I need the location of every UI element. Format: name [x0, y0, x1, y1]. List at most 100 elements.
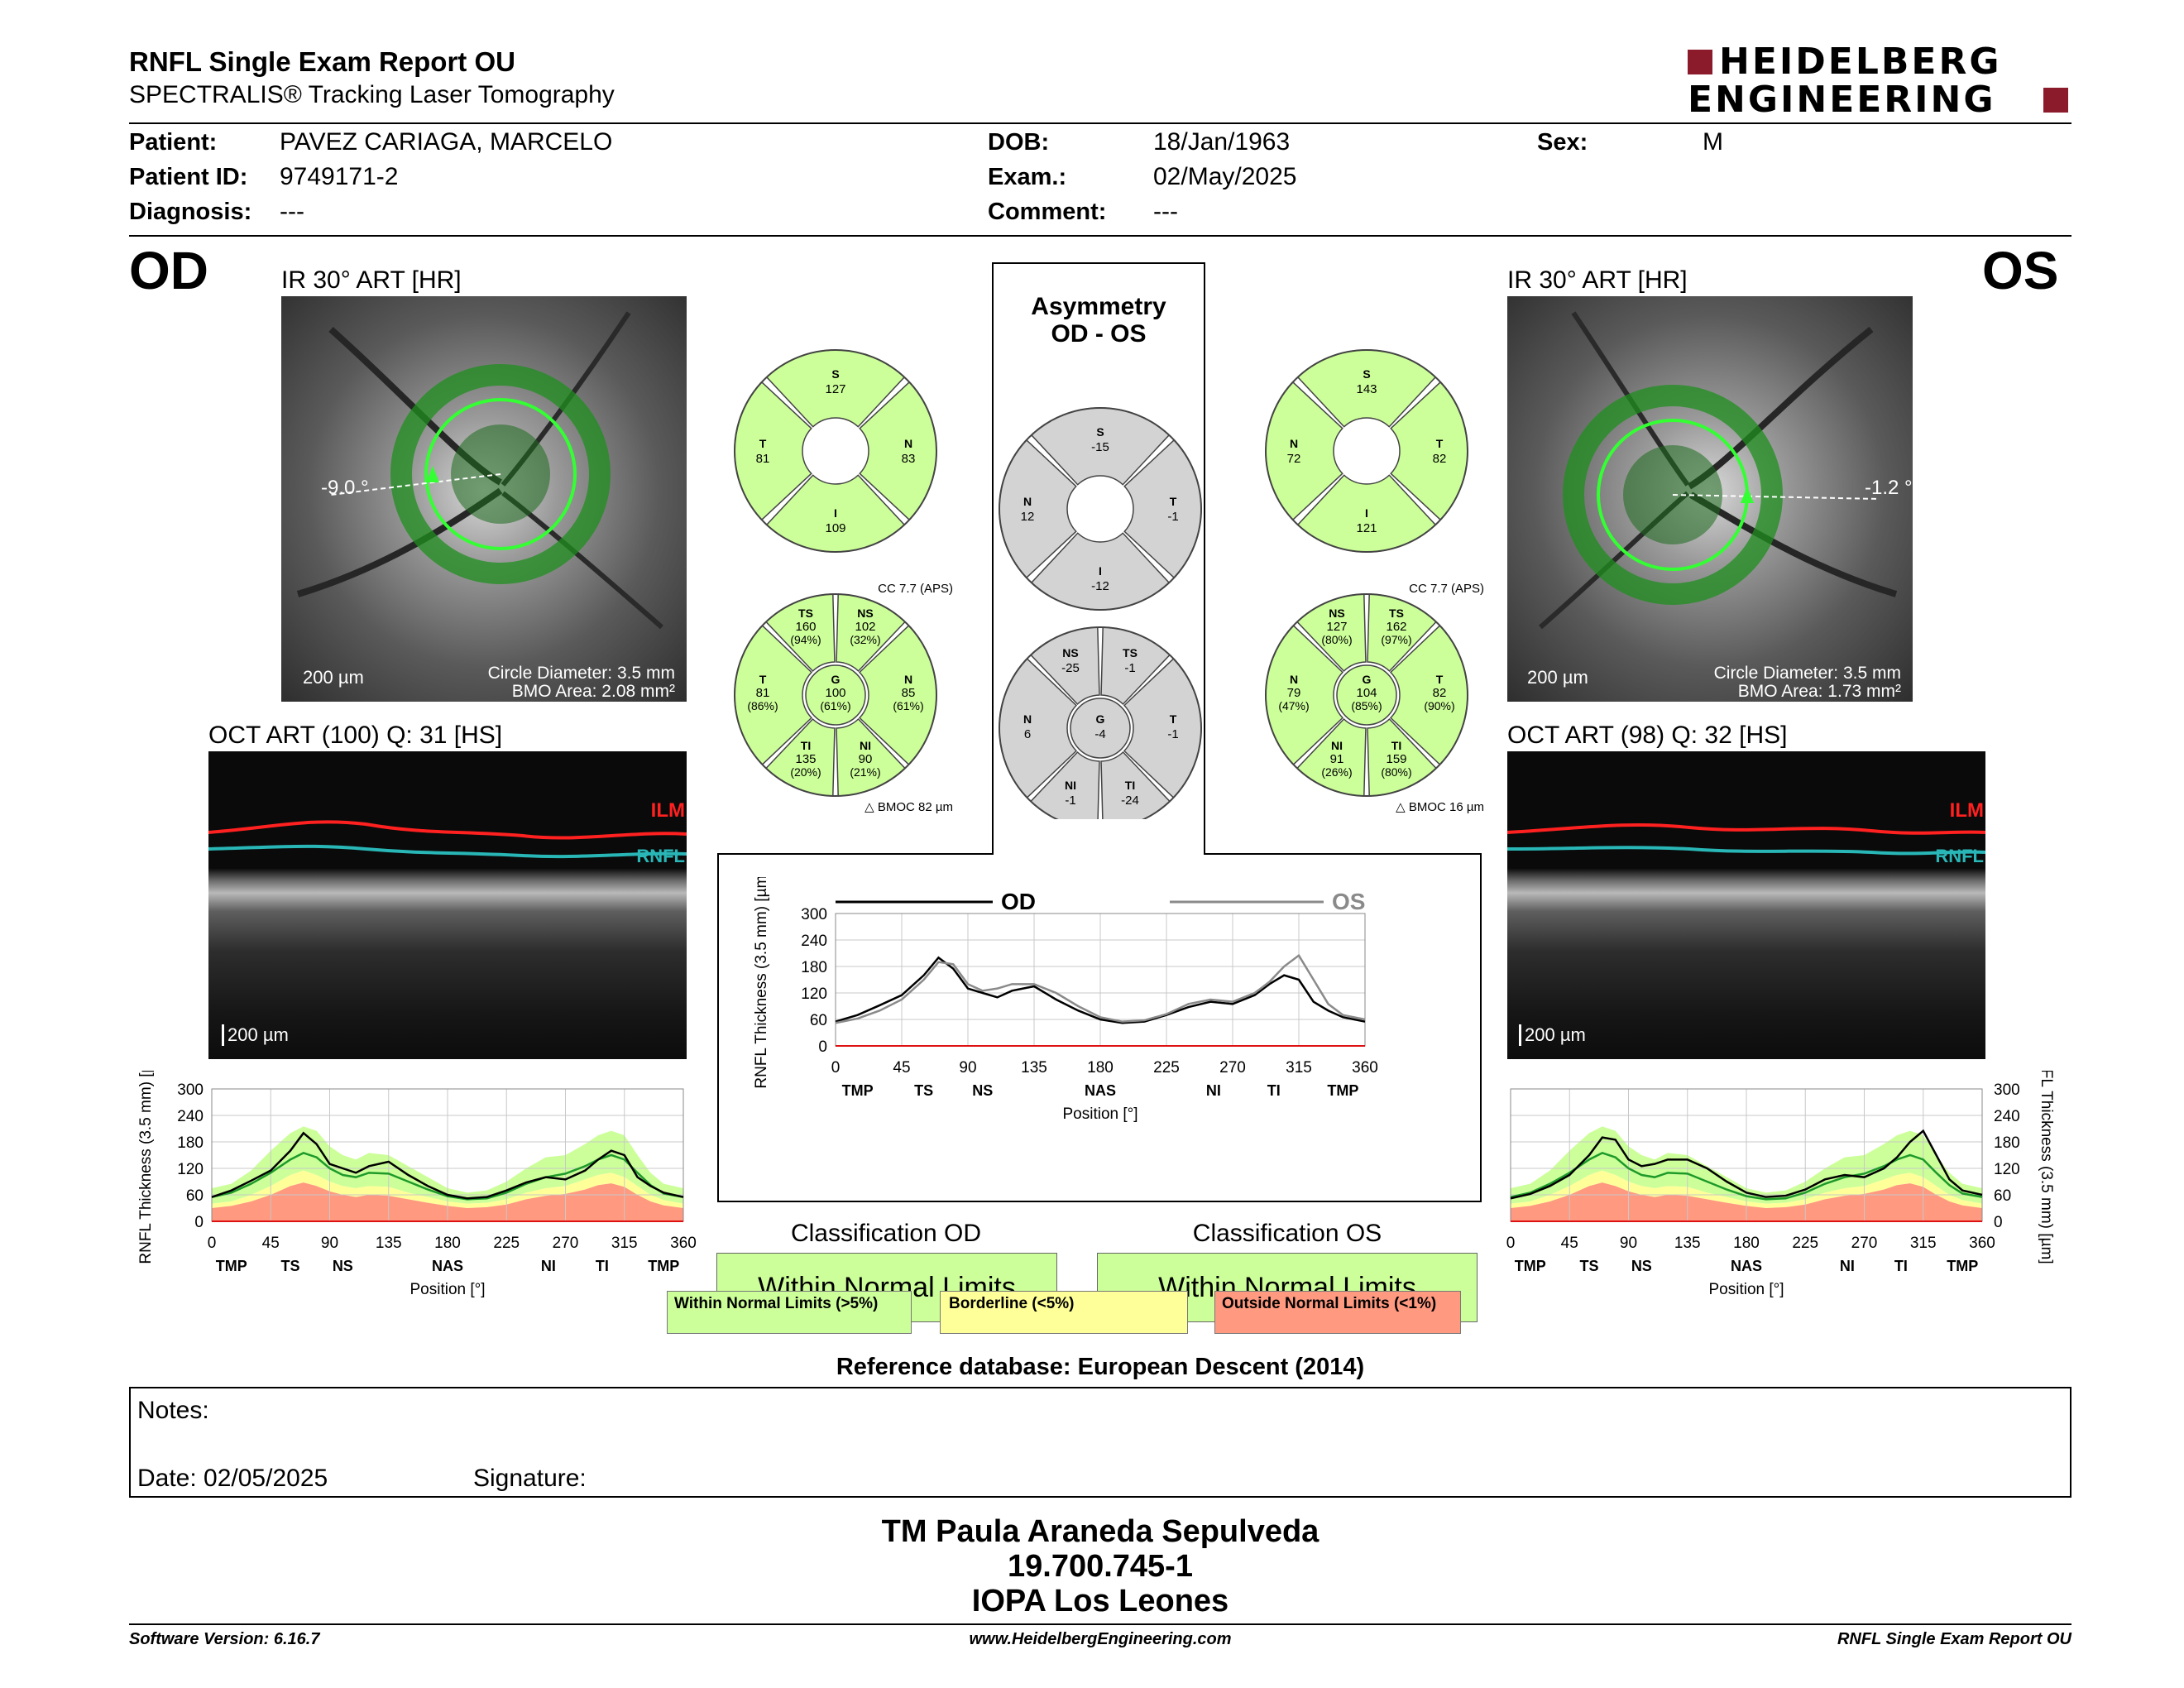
logo-square-icon [2043, 88, 2068, 113]
patient-name: PAVEZ CARIAGA, MARCELO [280, 128, 613, 156]
patient-label: Patient: [129, 129, 218, 156]
od-ir-label: IR 30° ART [HR] [281, 266, 462, 294]
sector-label: TS [914, 1082, 933, 1099]
notes-signature: Signature: [473, 1465, 587, 1492]
series-line-od [835, 956, 1366, 1024]
sector-percentile: (47%) [1278, 699, 1309, 712]
x-tick-label: 270 [1851, 1235, 1878, 1252]
sector-value: 102 [855, 620, 875, 634]
sector-label: NAS [432, 1258, 463, 1274]
sector-name: NS [1062, 646, 1078, 659]
y-tick-label: 120 [801, 985, 827, 1003]
sector-name: S [831, 367, 839, 381]
x-tick-label: 360 [1352, 1059, 1378, 1077]
sector-percentile: (97%) [1381, 633, 1411, 646]
sector-percentile: (90%) [1424, 699, 1454, 712]
od-fundus-image: -9.0 ° 200 µm Circle Diameter: 3.5 mm BM… [281, 296, 687, 702]
os-oct-label: OCT ART (98) Q: 32 [HS] [1507, 722, 1788, 749]
sector-value: 90 [859, 752, 873, 766]
sector-outline [1265, 349, 1468, 553]
sector-outline [999, 626, 1202, 819]
footer-website[interactable]: www.HeidelbergEngineering.com [969, 1630, 1232, 1648]
sector-percentile: (21%) [850, 765, 880, 779]
x-tick-label: 270 [1219, 1059, 1246, 1077]
x-tick-label: 45 [893, 1059, 910, 1077]
eye-label-os: OS [1982, 241, 2059, 300]
comment-label: Comment: [988, 199, 1107, 225]
sector-center [805, 664, 866, 726]
os-fundus-overlay [1539, 311, 1898, 630]
sector-name: G [1363, 673, 1372, 686]
os-cc-label: CC 7.7 (APS) [1409, 582, 1484, 596]
sector-name: I [1365, 506, 1368, 520]
sector-name: NI [860, 739, 871, 752]
sector-value: -15 [1091, 440, 1109, 454]
x-tick-label: 90 [1620, 1235, 1637, 1252]
logo-square-icon [1688, 50, 1712, 74]
sector-value: 72 [1287, 452, 1301, 466]
os-oct-overlay [1507, 822, 1985, 856]
od-oct-image: ILM RNFL 200 µm [208, 751, 687, 1059]
y-tick-label: 180 [801, 959, 827, 976]
sector-value: -1 [1065, 794, 1075, 808]
y-tick-label: 60 [1994, 1187, 2011, 1205]
reference-database: Reference database: European Descent (20… [836, 1354, 1365, 1380]
sector-name: NS [857, 607, 873, 620]
x-tick-label: 135 [376, 1235, 402, 1252]
sector-percentile: (85%) [1351, 699, 1382, 712]
y-axis-label: RNFL Thickness (3.5 mm) [µm] [2038, 1071, 2055, 1264]
y-tick-label: 120 [1994, 1161, 2020, 1178]
sector-value: 127 [1326, 620, 1347, 634]
sector-label: NS [333, 1258, 353, 1274]
x-tick-label: 45 [262, 1235, 280, 1252]
comment-value: --- [1153, 198, 1178, 225]
eye-label-od: OD [129, 241, 208, 300]
sector-label: NAS [1731, 1258, 1762, 1274]
classification-od-label: Classification OD [790, 1220, 982, 1247]
sector-outline [734, 349, 937, 553]
signatory-org: IOPA Los Leones [971, 1584, 1229, 1618]
x-tick-label: 360 [670, 1235, 697, 1252]
sector-outline [734, 593, 937, 797]
x-tick-label: 0 [831, 1059, 841, 1077]
patient-id-label: Patient ID: [129, 164, 248, 190]
legend-outside: Outside Normal Limits (<1%) [1214, 1291, 1461, 1334]
sector-center [1336, 664, 1397, 726]
sector-value: 83 [902, 452, 916, 466]
sector-value: 79 [1287, 686, 1301, 700]
y-tick-label: 180 [1994, 1134, 2020, 1152]
sector-value: 100 [825, 686, 845, 700]
od-angle: -9.0 ° [321, 477, 369, 499]
sector-name: N [1290, 673, 1298, 686]
x-tick-label: 225 [1153, 1059, 1180, 1077]
x-tick-label: 180 [1087, 1059, 1114, 1077]
x-tick-label: 0 [208, 1235, 217, 1252]
x-tick-label: 315 [1910, 1235, 1937, 1252]
signatory-block: TM Paula Araneda Sepulveda 19.700.745-1 … [129, 1514, 2071, 1618]
sector-percentile: (61%) [893, 699, 923, 712]
od-oct-overlay [208, 820, 687, 859]
dob-value: 18/Jan/1963 [1153, 128, 1291, 156]
y-tick-label: 240 [1994, 1108, 2020, 1125]
sector-value: 143 [1356, 382, 1377, 396]
asymmetry-frame [717, 262, 1482, 1202]
sector-label: TS [1579, 1258, 1598, 1274]
sector-name: N [904, 673, 912, 686]
signatory-name: TM Paula Araneda Sepulveda [881, 1514, 1320, 1549]
sector-name: NS [1329, 607, 1344, 620]
sex-value: M [1703, 128, 1723, 156]
sector-value: 12 [1021, 510, 1035, 524]
y-axis-label: RNFL Thickness (3.5 mm) [µm] [753, 877, 770, 1089]
od-oct-scale: 200 µm [222, 1024, 289, 1046]
x-tick-label: 90 [959, 1059, 976, 1077]
sector-value: 135 [795, 752, 816, 766]
sex-label: Sex: [1537, 129, 1588, 156]
os-bmo-area: BMO Area: 1.73 mm² [1737, 682, 1901, 701]
y-tick-label: 240 [177, 1108, 204, 1125]
sector-value: 127 [825, 382, 845, 396]
sector-name: T [759, 437, 767, 450]
sector-value: 81 [756, 452, 770, 466]
normal-mean-line [211, 1151, 684, 1201]
sector-name: NI [1065, 779, 1076, 792]
os-ir-label: IR 30° ART [HR] [1507, 266, 1688, 294]
